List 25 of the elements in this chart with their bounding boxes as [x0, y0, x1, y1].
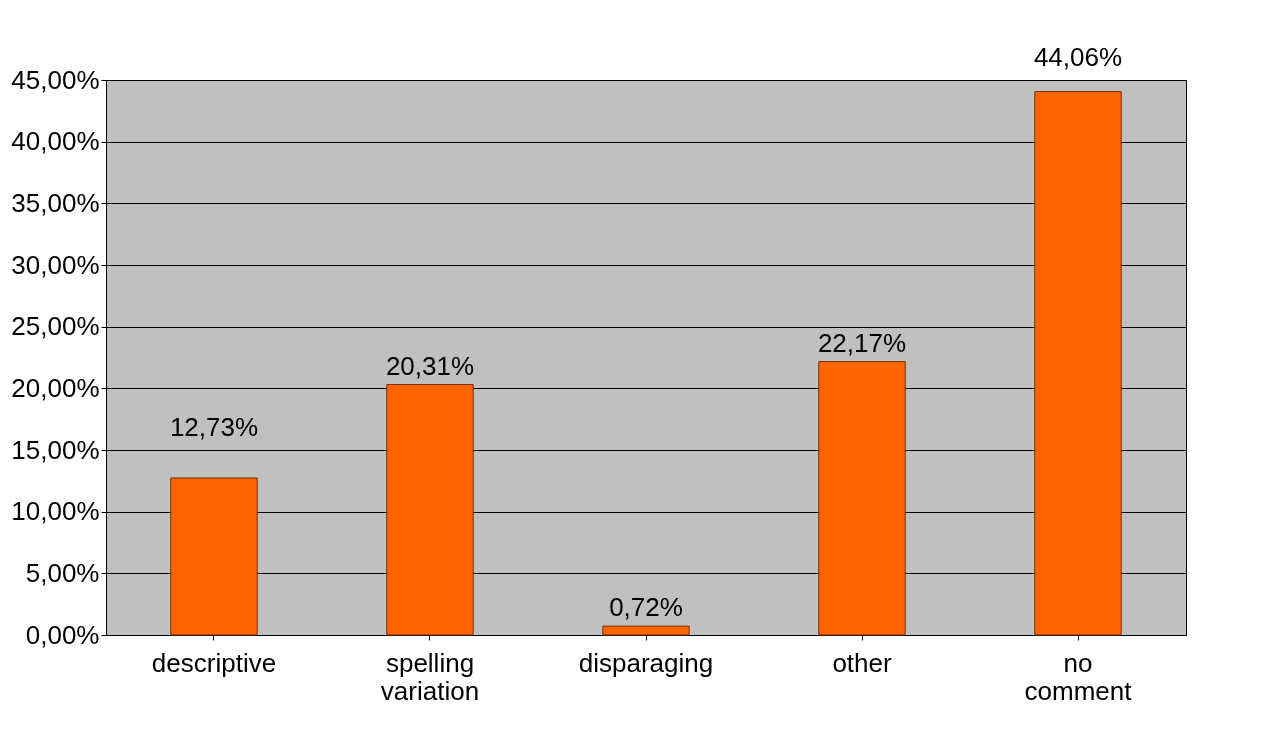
bar — [1034, 91, 1122, 636]
data-label: 44,06% — [1033, 42, 1123, 72]
y-tick-label: 40,00% — [11, 126, 100, 157]
x-tick-label: descriptive — [151, 647, 277, 678]
y-tick-label: 30,00% — [11, 249, 100, 280]
y-tick-label: 10,00% — [11, 496, 100, 527]
y-tick-label: 0,00% — [25, 619, 100, 650]
y-tick-label: 20,00% — [11, 372, 100, 403]
bar — [170, 477, 258, 636]
y-tick-label: 45,00% — [11, 64, 100, 95]
data-label: 20,31% — [385, 350, 475, 381]
y-tick-label: 5,00% — [25, 557, 100, 588]
bar — [818, 361, 906, 636]
bar — [386, 384, 474, 636]
bar — [602, 625, 690, 636]
data-label: 0,72% — [609, 592, 683, 623]
x-tick-label: other — [832, 647, 892, 678]
data-label: 22,17% — [817, 327, 907, 358]
x-tick-label: no comment — [1024, 647, 1133, 706]
x-tick-label: spelling variation — [380, 647, 480, 706]
data-label: 12,73% — [169, 412, 259, 442]
y-tick-label: 15,00% — [11, 434, 100, 465]
y-tick-label: 35,00% — [11, 187, 100, 218]
x-tick-label: disparaging — [578, 647, 714, 678]
y-tick-label: 25,00% — [11, 311, 100, 342]
